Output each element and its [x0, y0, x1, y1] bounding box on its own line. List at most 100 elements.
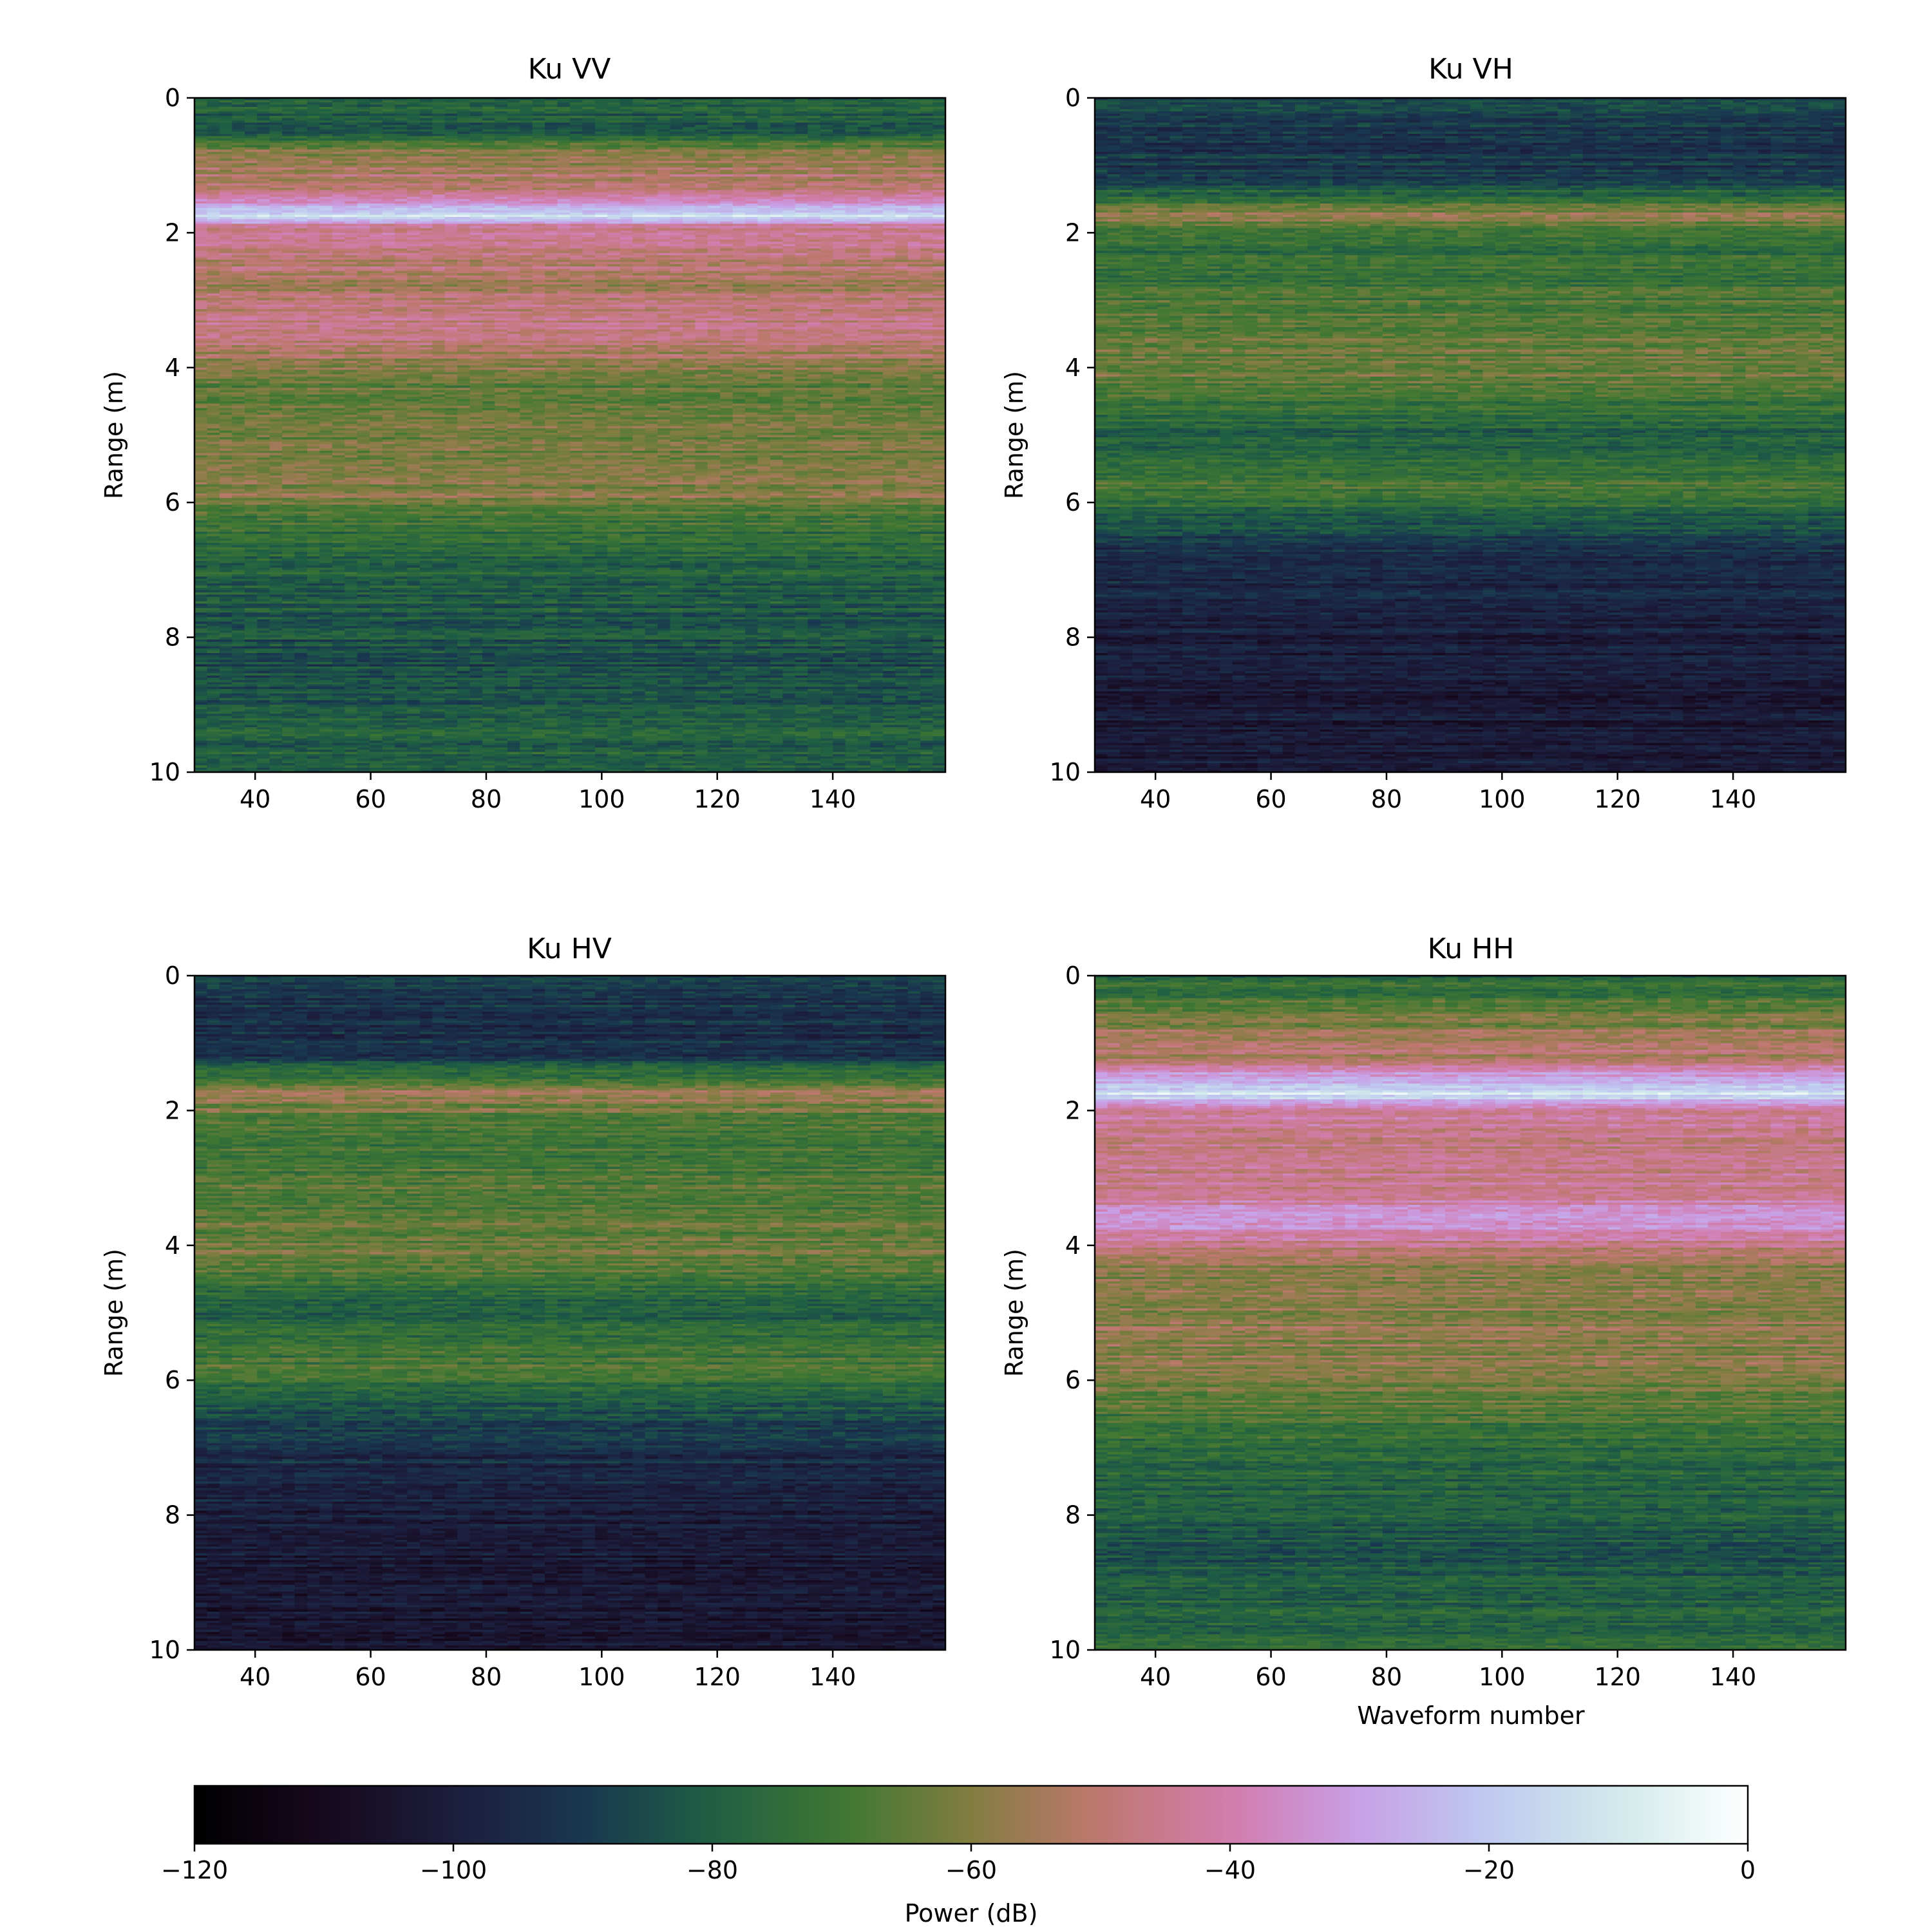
heat-cell — [883, 163, 896, 166]
heat-cell — [933, 176, 946, 179]
heat-cell — [758, 190, 771, 193]
heat-cell — [220, 113, 232, 116]
heat-cell — [432, 172, 445, 175]
heat-cell — [607, 193, 620, 195]
heat-cell — [607, 161, 620, 164]
heat-cell — [383, 184, 395, 186]
heat-cell — [620, 154, 633, 156]
heat-cell — [895, 145, 908, 147]
heat-cell — [220, 122, 232, 125]
heat-cell — [620, 100, 633, 102]
heat-cell — [858, 199, 871, 202]
heat-cell — [345, 184, 357, 186]
heat-cell — [920, 190, 933, 193]
heat-cell — [220, 134, 232, 137]
heat-cell — [933, 185, 946, 188]
heat-cell — [758, 127, 771, 129]
heat-cell — [507, 184, 520, 186]
heat-cell — [370, 154, 383, 156]
heat-cell — [207, 118, 220, 120]
heat-cell — [683, 176, 696, 179]
heat-cell — [908, 156, 921, 159]
heat-cell — [445, 175, 458, 177]
heat-cell — [808, 120, 820, 123]
heat-cell — [432, 179, 445, 182]
heat-cell — [520, 161, 533, 164]
heat-cell — [782, 111, 795, 114]
heat-cell — [782, 136, 795, 138]
heat-cell — [846, 185, 858, 188]
heat-cell — [658, 194, 670, 197]
heat-cell — [270, 188, 283, 191]
heat-cell — [282, 107, 295, 109]
heat-cell — [432, 161, 445, 164]
heat-cell — [482, 125, 495, 128]
heat-cell — [457, 104, 470, 107]
heat-cell — [383, 145, 395, 147]
heat-cell — [470, 156, 483, 159]
heat-cell — [545, 172, 558, 175]
heat-cell — [533, 120, 545, 123]
heat-cell — [795, 161, 808, 164]
heat-cell — [383, 152, 395, 155]
heat-cell — [194, 199, 207, 202]
heat-cell — [808, 122, 820, 125]
heat-cell — [533, 129, 545, 132]
heat-cell — [407, 163, 420, 166]
heat-cell — [370, 197, 383, 200]
heat-cell — [507, 199, 520, 202]
heat-cell — [495, 104, 507, 107]
heat-cell — [645, 125, 658, 128]
heat-cell — [632, 170, 645, 173]
heat-cell — [432, 127, 445, 129]
heat-cell — [582, 125, 595, 128]
heat-cell — [795, 149, 808, 152]
heat-cell — [345, 188, 357, 191]
heat-cell — [820, 158, 833, 161]
heat-cell — [620, 197, 633, 200]
heat-cell — [507, 163, 520, 166]
heat-cell — [294, 113, 307, 116]
heat-cell — [883, 166, 896, 168]
heat-cell — [495, 193, 507, 195]
heat-cell — [782, 109, 795, 111]
heat-cell — [345, 176, 357, 179]
heat-cell — [933, 120, 946, 123]
heat-cell — [846, 118, 858, 120]
heat-cell — [558, 181, 571, 184]
heat-cell — [870, 122, 883, 125]
heat-cell — [407, 136, 420, 138]
heat-cell — [495, 181, 507, 184]
heat-cell — [558, 129, 571, 132]
heat-cell — [357, 176, 370, 179]
heat-cell — [445, 125, 458, 128]
heat-cell — [670, 122, 683, 125]
heat-cell — [745, 161, 758, 164]
heat-cell — [582, 154, 595, 156]
heat-cell — [282, 170, 295, 173]
heat-cell — [908, 125, 921, 128]
heat-cell — [883, 122, 896, 125]
heat-cell — [833, 136, 846, 138]
heat-cell — [470, 140, 483, 143]
heat-cell — [720, 143, 733, 146]
heat-cell — [782, 134, 795, 137]
heat-cell — [319, 194, 332, 197]
heat-cell — [470, 109, 483, 111]
heat-cell — [270, 129, 283, 132]
heat-cell — [357, 100, 370, 102]
heat-cell — [558, 152, 571, 155]
heat-cell — [782, 154, 795, 156]
heat-cell — [383, 197, 395, 200]
heat-cell — [607, 163, 620, 166]
heat-cell — [620, 145, 633, 147]
heat-cell — [232, 190, 245, 193]
heat-cell — [558, 190, 571, 193]
heat-cell — [695, 116, 708, 118]
heat-cell — [357, 118, 370, 120]
heat-cell — [307, 188, 320, 191]
heat-cell — [595, 152, 608, 155]
heat-cell — [595, 197, 608, 200]
heat-cell — [758, 188, 771, 191]
heat-cell — [883, 179, 896, 182]
